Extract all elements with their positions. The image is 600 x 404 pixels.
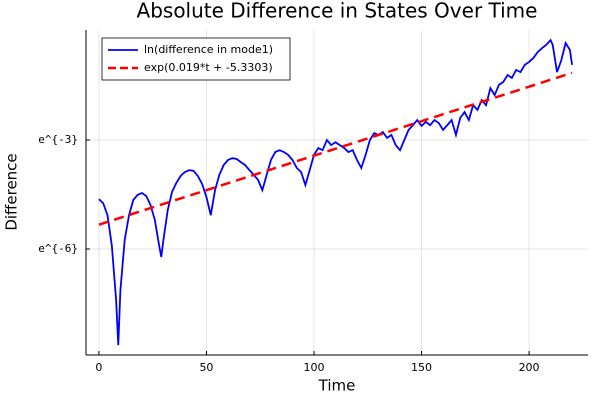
x-tick-label: 150 <box>411 361 432 374</box>
x-tick-label: 200 <box>519 361 540 374</box>
legend-label: exp(0.019*t + -5.3303) <box>144 61 273 74</box>
x-tick-label: 50 <box>199 361 213 374</box>
data-line <box>98 71 573 226</box>
x-tick-label: 0 <box>95 361 102 374</box>
legend-box <box>101 37 291 81</box>
x-tick-label: 100 <box>303 361 324 374</box>
y-tick-label: e^{-6} <box>38 242 78 255</box>
y-tick-label: e^{-3} <box>38 133 78 146</box>
x-axis-label: Time <box>318 377 356 395</box>
chart-title: Absolute Difference in States Over Time <box>137 0 538 23</box>
legend-label: ln(difference in mode1) <box>144 43 273 56</box>
y-axis-label: Difference <box>3 153 21 230</box>
data-line <box>98 38 573 346</box>
